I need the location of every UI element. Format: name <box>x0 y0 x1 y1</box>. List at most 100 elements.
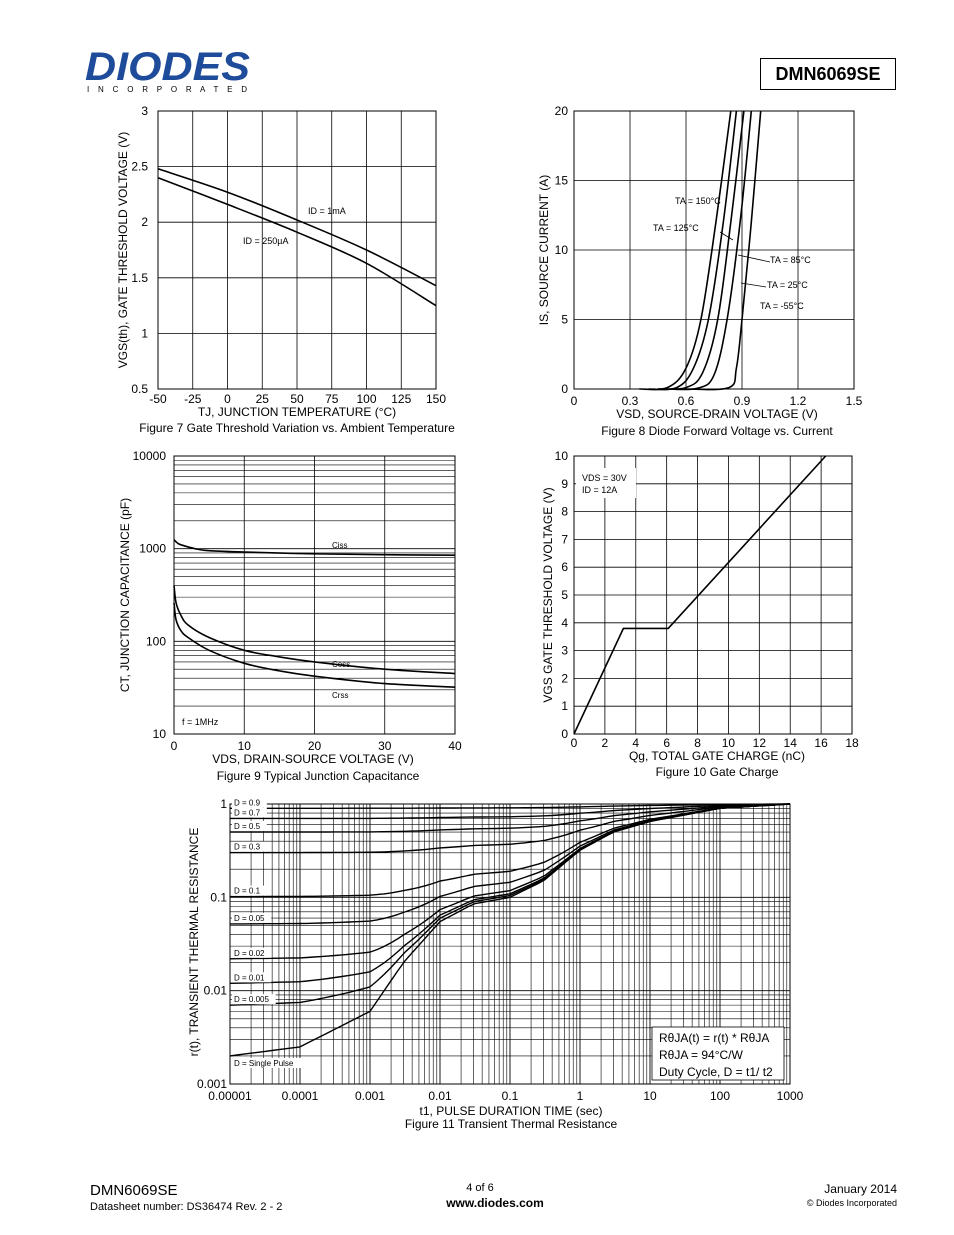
fig10-ytick: 6 <box>561 560 568 574</box>
fig11-ytick: 1 <box>220 797 227 811</box>
fig8-caption: Figure 8 Diode Forward Voltage vs. Curre… <box>601 424 833 438</box>
fig11-caption: Figure 11 Transient Thermal Resistance <box>405 1117 618 1131</box>
fig10-ytick: 1 <box>561 699 568 713</box>
fig7-series-label: ID = 1mA <box>308 206 346 216</box>
fig8-leader <box>719 231 734 241</box>
fig11-formula-box <box>651 1026 785 1081</box>
footer-website[interactable]: www.diodes.com <box>446 1196 544 1210</box>
fig11-duty-label: D = 0.01 <box>234 973 265 982</box>
fig8-series-label: TA = -55°C <box>760 301 804 311</box>
fig11-label-bg <box>232 821 267 832</box>
fig11-formula-line: Duty Cycle, D = t1/ t2 <box>659 1065 773 1079</box>
fig11-series-line <box>230 803 790 809</box>
fig11-label-bg <box>232 947 272 958</box>
fig7-ytick: 2 <box>141 215 148 229</box>
fig8-xtick: 0.3 <box>622 394 639 408</box>
fig9-series-line <box>173 539 456 556</box>
fig10-ytick: 4 <box>561 616 568 630</box>
fig11-label-bg <box>232 797 267 808</box>
fig11-duty-label: D = 0.3 <box>234 843 261 852</box>
fig10-condition: VDS = 30V <box>582 473 627 483</box>
fig8-xtick: 1.5 <box>846 394 863 408</box>
fig11-xtick: 0.00001 <box>208 1089 252 1103</box>
fig11-label-bg <box>232 885 267 896</box>
fig11-xtick: 0.001 <box>355 1089 385 1103</box>
footer-datasheet: Datasheet number: DS36474 Rev. 2 - 2 <box>90 1201 283 1213</box>
fig8-ytick: 20 <box>555 104 569 118</box>
fig11-series-line <box>230 803 791 833</box>
fig10-xtick: 2 <box>602 736 609 750</box>
footer-date: January 2014 <box>824 1182 897 1196</box>
fig11-formula-line: RθJA = 94°C/W <box>659 1048 744 1062</box>
fig9-ytick: 100 <box>146 634 166 648</box>
fig8-series-line <box>639 110 732 391</box>
fig11-xtick: 100 <box>710 1089 730 1103</box>
fig10-xtick: 12 <box>753 736 767 750</box>
fig9-caption: Figure 9 Typical Junction Capacitance <box>217 769 420 783</box>
fig7-ylabel: VGS(th), GATE THRESHOLD VOLTAGE (V) <box>116 132 130 368</box>
fig10-caption: Figure 10 Gate Charge <box>656 765 779 779</box>
fig10-xtick: 8 <box>694 736 701 750</box>
fig9-series-label: Coss <box>332 660 350 669</box>
fig10-ytick: 3 <box>561 644 568 658</box>
fig8-xlabel: VSD, SOURCE-DRAIN VOLTAGE (V) <box>616 407 818 421</box>
fig11-label-bg <box>232 972 272 983</box>
fig8-ytick: 5 <box>561 313 568 327</box>
fig11-label-bg <box>232 841 267 852</box>
fig8-xtick: 0.6 <box>678 394 695 408</box>
fig11-duty-label: D = 0.1 <box>234 887 261 896</box>
fig11-ytick: 0.01 <box>204 984 228 998</box>
fig11-series-line <box>229 803 791 1057</box>
fig11-duty-label: D = 0.9 <box>234 798 261 807</box>
fig11-xtick: 0.01 <box>428 1089 452 1103</box>
fig7-xtick: -25 <box>184 392 202 406</box>
fig7-xtick: 100 <box>356 392 376 406</box>
fig11-duty-label: D = 0.005 <box>234 995 269 1004</box>
fig10-ylabel: VGS GATE THRESHOLD VOLTAGE (V) <box>541 487 555 702</box>
fig7-ytick: 3 <box>141 104 148 118</box>
fig9-xlabel: VDS, DRAIN-SOURCE VOLTAGE (V) <box>212 752 414 766</box>
fig8-series-label: TA = 150°C <box>675 196 721 206</box>
fig11-xtick: 0.0001 <box>282 1089 319 1103</box>
fig9-xtick: 0 <box>171 739 178 753</box>
fig10-xtick: 4 <box>632 736 639 750</box>
fig10-ytick: 0 <box>561 727 568 741</box>
fig9-series-line <box>173 602 456 688</box>
fig7-plot-frame <box>157 110 437 390</box>
fig7-xtick: 0 <box>224 392 231 406</box>
fig11-duty-label: D = 0.05 <box>234 914 265 923</box>
fig9-ytick: 1000 <box>139 542 166 556</box>
fig11-label-bg <box>232 994 276 1005</box>
fig7-xtick: 150 <box>426 392 446 406</box>
diodes-logo: DIODES I N C O R P O R A T E D <box>85 45 260 96</box>
fig7-series-line <box>157 168 437 287</box>
fig10-xtick: 14 <box>784 736 798 750</box>
fig8-ytick: 0 <box>561 382 568 396</box>
fig7-xtick: 25 <box>256 392 270 406</box>
footer-part-number: DMN6069SE <box>90 1182 178 1199</box>
fig7-series-line <box>157 176 437 307</box>
fig11-series-line <box>230 803 791 854</box>
fig10-xtick: 18 <box>845 736 859 750</box>
fig7-xtick: -50 <box>149 392 167 406</box>
fig11-xtick: 0.1 <box>502 1089 519 1103</box>
fig9-note: f = 1MHz <box>182 717 219 727</box>
fig8-ylabel: IS, SOURCE CURRENT (A) <box>537 175 551 325</box>
fig9-series-label: Crss <box>332 691 348 700</box>
fig7-xlabel: TJ, JUNCTION TEMPERATURE (°C) <box>198 405 396 419</box>
fig8-ytick: 15 <box>555 174 569 188</box>
fig7-caption: Figure 7 Gate Threshold Variation vs. Am… <box>139 421 455 435</box>
fig11-xtick: 10 <box>643 1089 657 1103</box>
fig11-xlabel: t1, PULSE DURATION TIME (sec) <box>420 1104 603 1118</box>
fig11-duty-label: D = 0.7 <box>234 808 261 817</box>
fig10-xtick: 6 <box>663 736 670 750</box>
fig9-ytick: 10 <box>153 727 167 741</box>
fig11-xtick: 1000 <box>777 1089 804 1103</box>
fig11-label-bg <box>232 912 272 923</box>
fig7-xtick: 125 <box>391 392 411 406</box>
fig7-series-label: ID = 250µA <box>243 236 288 246</box>
fig9-plot-frame <box>173 455 456 735</box>
footer-page: 4 of 6 <box>466 1182 494 1194</box>
fig10-plot-frame <box>573 455 853 735</box>
fig10-xtick: 10 <box>722 736 736 750</box>
